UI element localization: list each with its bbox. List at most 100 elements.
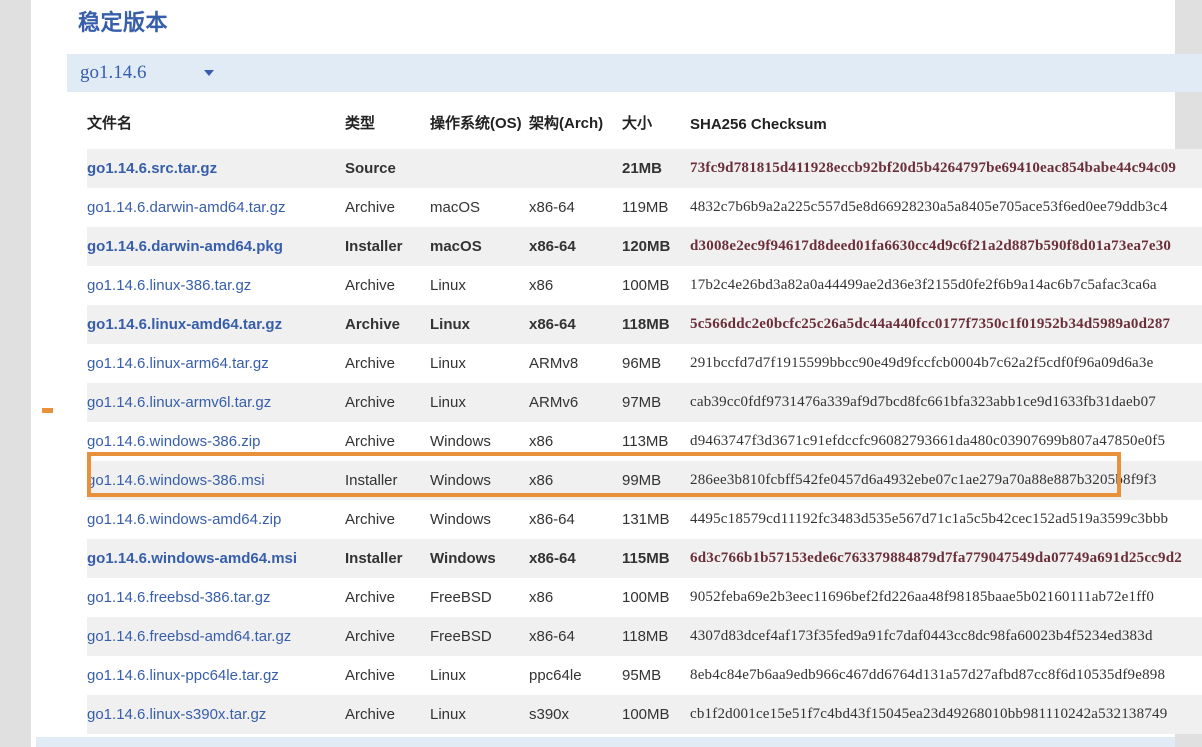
cell-os: Linux [430,355,466,372]
cell-filename: go1.14.6.linux-arm64.tar.gz [87,344,345,383]
chevron-down-icon[interactable] [204,70,214,76]
downloads-table: 文件名 类型 操作系统(OS) 架构(Arch) 大小 SHA256 Check… [87,112,1202,734]
download-link[interactable]: go1.14.6.darwin-amd64.tar.gz [87,199,286,216]
cell-checksum: 4495c18579cd11192fc3483d535e567d71c1a5c5… [690,511,1169,527]
cell-size: 118MB [622,628,669,645]
cell-size: 21MB [622,160,663,177]
cell-os: Windows [430,550,496,567]
table-row: go1.14.6.windows-386.msi Installer Windows… [87,461,1202,500]
cell-filename: go1.14.6.linux-386.tar.gz [87,266,345,305]
download-link[interactable]: go1.14.6.src.tar.gz [87,160,218,177]
cell-os: Windows [430,472,491,489]
cell-filename: go1.14.6.linux-armv6l.tar.gz [87,383,345,422]
download-link[interactable]: go1.14.6.linux-armv6l.tar.gz [87,394,272,411]
cell-kind: Archive [345,628,396,645]
cell-filename: go1.14.6.darwin-amd64.pkg [87,227,345,266]
cell-filename: go1.14.6.linux-amd64.tar.gz [87,305,345,344]
cell-size: 118MB [622,316,670,333]
cell-size: 100MB [622,706,670,723]
content-column: 稳定版本 go1.14.6 文件名 类型 操作系统(OS) 架构(Arch) 大… [31,0,1202,747]
cell-kind: Archive [345,199,396,216]
version-label: go1.14.6 [80,62,147,83]
download-link[interactable]: go1.14.6.windows-386.msi [87,472,265,489]
cell-kind: Archive [345,667,396,684]
table-row: go1.14.6.linux-ppc64le.tar.gz Archive Linu… [87,656,1202,695]
cell-size: 131MB [622,511,670,528]
cell-checksum: 291bccfd7d7f1915599bbcc90e49d9fccfcb0004… [690,355,1154,371]
download-link[interactable]: go1.14.6.windows-amd64.msi [87,550,298,567]
cell-arch: x86-64 [529,238,576,255]
download-link[interactable]: go1.14.6.linux-arm64.tar.gz [87,355,269,372]
table-row: go1.14.6.windows-amd64.zip Archive Windows… [87,500,1202,539]
download-link[interactable]: go1.14.6.linux-ppc64le.tar.gz [87,667,279,684]
cell-os: Linux [430,316,470,333]
cell-size: 96MB [622,355,662,372]
cell-size: 97MB [622,394,662,411]
cell-arch: x86-64 [529,550,576,567]
cell-kind: Archive [345,277,396,294]
cell-filename: go1.14.6.darwin-amd64.tar.gz [87,188,345,227]
page-title: 稳定版本 [78,10,169,35]
cell-os: Windows [430,433,491,450]
cell-kind: Source [345,160,396,177]
cell-filename: go1.14.6.freebsd-amd64.tar.gz [87,617,345,656]
cell-arch: ARMv8 [529,355,579,372]
cell-arch: x86 [529,472,554,489]
cell-filename: go1.14.6.src.tar.gz [87,149,345,188]
download-link[interactable]: go1.14.6.freebsd-amd64.tar.gz [87,628,292,645]
cell-size: 95MB [622,667,662,684]
download-link[interactable]: go1.14.6.windows-amd64.zip [87,511,282,528]
downloads-table-body: go1.14.6.src.tar.gz Source 21MB 73fc9d78181… [87,149,1202,734]
cell-size: 100MB [622,589,670,606]
table-row: go1.14.6.windows-386.zip Archive Windows x8… [87,422,1202,461]
cell-size: 119MB [622,199,669,216]
column-header-kind: 类型 [345,115,376,132]
cell-checksum: d9463747f3d3671c91efdccfc96082793661da48… [690,433,1166,449]
table-row: go1.14.6.darwin-amd64.pkg Installer macOS x… [87,227,1202,266]
table-row: go1.14.6.linux-amd64.tar.gz Archive Linux x… [87,305,1202,344]
cell-arch: s390x [529,706,570,723]
table-row: go1.14.6.windows-amd64.msi Installer Windo… [87,539,1202,578]
cell-checksum: 8eb4c84e7b6aa9edb966c467dd6764d131a57d27… [690,667,1166,683]
download-link[interactable]: go1.14.6.freebsd-386.tar.gz [87,589,271,606]
download-link[interactable]: go1.14.6.linux-amd64.tar.gz [87,316,283,333]
download-link[interactable]: go1.14.6.windows-386.zip [87,433,261,450]
column-header-arch: 架构(Arch) [529,115,604,132]
cell-os: Windows [430,511,491,528]
cell-os: macOS [430,199,481,216]
cell-arch: ppc64le [529,667,582,684]
annotation-dash-marker [42,408,53,413]
table-row: go1.14.6.darwin-amd64.tar.gz Archive macOS… [87,188,1202,227]
table-row: go1.14.6.linux-arm64.tar.gz Archive Linux A… [87,344,1202,383]
version-selector-bar[interactable]: go1.14.6 [67,54,1202,92]
cell-arch: x86 [529,277,554,294]
cell-size: 115MB [622,550,670,567]
cell-arch: x86-64 [529,511,575,528]
table-row: go1.14.6.linux-386.tar.gz Archive Linux x86… [87,266,1202,305]
cell-os: Linux [430,706,466,723]
cell-os: macOS [430,238,482,255]
cell-checksum: d3008e2ec9f94617d8deed01fa6630cc4d9c6f21… [690,238,1172,254]
bottom-section-bar [36,737,1175,747]
cell-kind: Installer [345,550,403,567]
cell-arch: x86-64 [529,628,575,645]
cell-os: Linux [430,394,466,411]
table-row: go1.14.6.freebsd-386.tar.gz Archive FreeBS… [87,578,1202,617]
cell-checksum: cab39cc0fdf9731476a339af9d7bcd8fc661bfa3… [690,394,1156,410]
cell-os: FreeBSD [430,589,492,606]
download-link[interactable]: go1.14.6.linux-386.tar.gz [87,277,252,294]
download-link[interactable]: go1.14.6.linux-s390x.tar.gz [87,706,267,723]
column-header-os: 操作系统(OS) [430,115,522,132]
cell-filename: go1.14.6.linux-s390x.tar.gz [87,695,345,734]
cell-checksum: cb1f2d001ce15e51f7c4bd43f15045ea23d49268… [690,706,1168,722]
cell-filename: go1.14.6.windows-386.zip [87,422,345,461]
cell-checksum: 5c566ddc2e0bcfc25c26a5dc44a440fcc0177f73… [690,316,1171,332]
cell-filename: go1.14.6.windows-386.msi [87,461,345,500]
table-row: go1.14.6.linux-s390x.tar.gz Archive Linux s… [87,695,1202,734]
cell-os [430,149,529,188]
cell-arch: x86-64 [529,316,576,333]
download-link[interactable]: go1.14.6.darwin-amd64.pkg [87,238,283,255]
cell-checksum: 17b2c4e26bd3a82a0a44499ae2d36e3f2155d0fe… [690,277,1157,293]
cell-kind: Installer [345,472,398,489]
